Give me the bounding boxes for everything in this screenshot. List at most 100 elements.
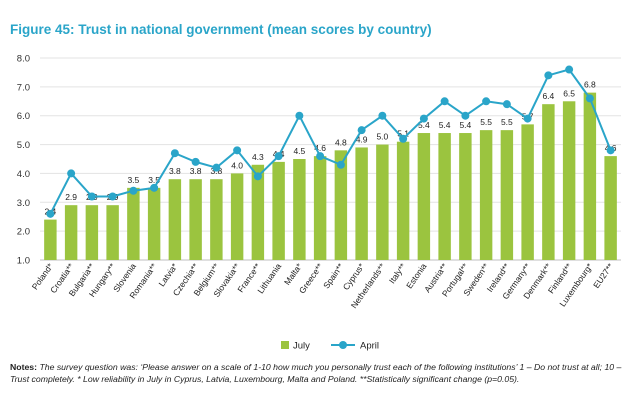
bar-value-label: 4.5 <box>293 146 305 156</box>
y-tick-label: 2.0 <box>17 227 30 238</box>
y-axis-ticks: 1.0 2.0 3.0 4.0 5.0 6.0 7.0 8.0 <box>17 54 30 267</box>
bar-value-label: 3.8 <box>169 166 181 176</box>
april-marker <box>585 94 594 103</box>
bar <box>355 147 368 260</box>
y-tick-label: 5.0 <box>17 140 30 151</box>
bar <box>438 133 451 260</box>
bar <box>479 130 493 260</box>
bar <box>189 179 202 260</box>
april-marker <box>482 97 491 106</box>
april-marker <box>461 111 470 120</box>
y-tick-label: 7.0 <box>17 82 30 93</box>
april-marker <box>191 157 200 166</box>
bar-value-label: 4.3 <box>252 152 264 162</box>
bar-value-label: 6.8 <box>584 80 596 90</box>
bar <box>44 219 57 260</box>
bar <box>272 161 285 260</box>
april-marker <box>274 152 283 161</box>
april-marker <box>523 114 532 123</box>
april-marker <box>212 163 221 172</box>
bar <box>106 205 119 260</box>
chart-title: Figure 45: Trust in national government … <box>10 22 432 37</box>
bar <box>230 173 244 260</box>
april-marker <box>502 100 511 109</box>
x-tick-label: EU27** <box>591 261 616 290</box>
bar-value-label: 2.9 <box>65 192 77 202</box>
bar <box>168 179 182 260</box>
y-tick-label: 3.0 <box>17 198 30 209</box>
bar <box>334 150 348 260</box>
april-marker <box>606 146 615 155</box>
april-series-line <box>49 68 612 215</box>
bar <box>313 156 327 260</box>
bar <box>293 159 306 260</box>
bar-value-label: 5.4 <box>418 120 430 130</box>
bar <box>542 104 555 261</box>
bars-july <box>44 92 617 261</box>
bar <box>500 130 514 260</box>
bar <box>210 179 223 260</box>
april-marker <box>170 149 179 158</box>
bar-value-label: 5.0 <box>376 132 388 142</box>
april-marker <box>399 134 408 143</box>
line-april <box>46 65 615 218</box>
april-marker <box>150 183 159 192</box>
bar-value-label: 5.4 <box>459 120 471 130</box>
bar <box>64 205 78 260</box>
bar <box>251 164 265 260</box>
bar <box>147 187 161 260</box>
y-tick-label: 4.0 <box>17 169 30 180</box>
bar-value-label: 5.1 <box>397 129 409 139</box>
bar <box>604 156 617 260</box>
april-marker <box>378 111 387 120</box>
april-marker <box>108 192 117 201</box>
april-marker <box>440 97 449 106</box>
bar-value-label: 3.5 <box>148 175 160 185</box>
legend-marker-april <box>339 341 347 349</box>
bar-value-label: 4.6 <box>314 143 326 153</box>
notes-text: The survey question was: ‘Please answer … <box>10 362 622 384</box>
bar-value-label: 4.8 <box>335 137 347 147</box>
april-marker <box>336 160 345 169</box>
y-tick-label: 8.0 <box>17 54 30 65</box>
bar <box>127 187 140 260</box>
april-marker <box>419 114 428 123</box>
bar <box>459 133 472 260</box>
legend-swatch-july <box>281 341 289 349</box>
legend: July April <box>281 341 379 352</box>
april-marker <box>253 172 262 181</box>
bar <box>85 205 99 260</box>
y-tick-label: 6.0 <box>17 111 30 122</box>
bar-value-label: 5.4 <box>439 120 451 130</box>
bar <box>562 101 576 261</box>
april-marker <box>129 186 138 195</box>
april-marker <box>544 71 553 80</box>
bar-value-label: 5.5 <box>480 117 492 127</box>
bar-value-label: 6.5 <box>563 88 575 98</box>
y-tick-label: 1.0 <box>17 256 30 267</box>
notes-label: Notes: <box>10 362 38 372</box>
legend-label-july: July <box>293 341 310 352</box>
figure-notes: Notes: The survey question was: ‘Please … <box>10 362 632 385</box>
april-marker <box>87 192 96 201</box>
x-axis-ticks: Poland*Croatia**Bulgaria**Hungary**Slove… <box>30 261 616 310</box>
bar-value-label: 5.5 <box>501 117 513 127</box>
bar-value-label: 4.9 <box>356 134 368 144</box>
bar <box>376 144 389 260</box>
bar <box>521 124 534 260</box>
bar <box>417 133 431 260</box>
april-marker <box>67 169 76 178</box>
april-marker <box>357 126 366 135</box>
april-marker <box>46 209 55 218</box>
april-marker <box>295 111 304 120</box>
april-marker <box>565 65 574 74</box>
bar-value-label: 6.4 <box>542 91 554 101</box>
april-marker <box>316 152 325 161</box>
bar-value-label: 3.8 <box>190 166 202 176</box>
legend-label-april: April <box>360 341 379 352</box>
bar <box>396 141 410 260</box>
bar-value-label: 4.0 <box>231 160 243 170</box>
bar <box>583 92 597 260</box>
bar-value-label: 3.5 <box>127 175 139 185</box>
